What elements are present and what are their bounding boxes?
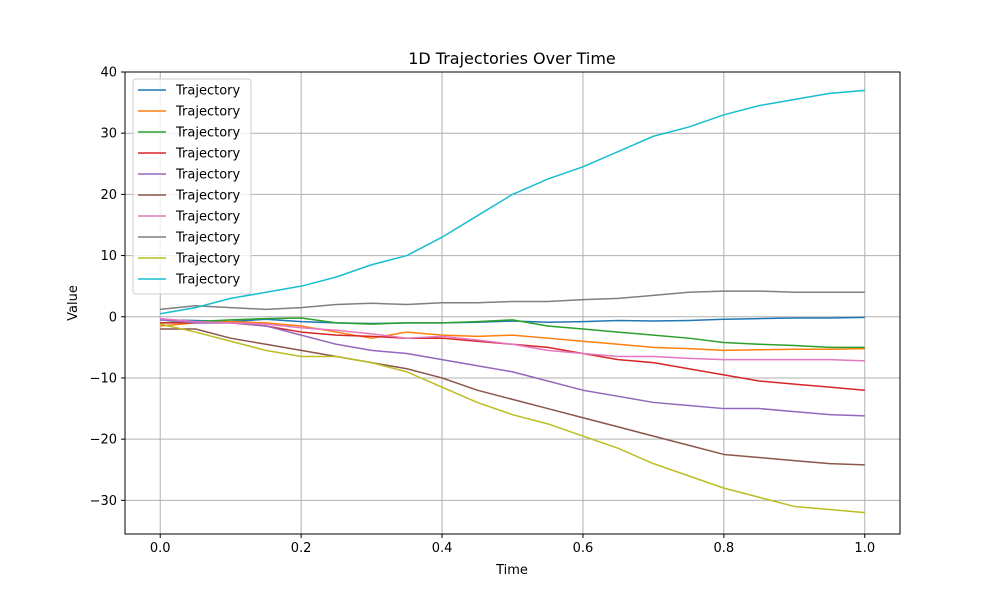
series-line-7 bbox=[160, 317, 865, 362]
legend-label: Trajectory bbox=[175, 210, 240, 225]
legend-label: Trajectory bbox=[175, 126, 240, 141]
y-tick-label: 10 bbox=[100, 249, 117, 264]
legend-label: Trajectory bbox=[175, 168, 240, 183]
y-axis: −30 −20 −10 0 10 20 30 40 bbox=[90, 66, 125, 509]
x-tick-label: 1.0 bbox=[854, 541, 875, 556]
x-axis: 0.0 0.2 0.4 0.6 0.8 1.0 bbox=[150, 534, 875, 556]
legend-label: Trajectory bbox=[175, 189, 240, 204]
plot-area bbox=[125, 72, 900, 534]
y-tick-label: 40 bbox=[100, 66, 117, 81]
legend-label: Trajectory bbox=[175, 84, 240, 99]
x-tick-label: 0.8 bbox=[714, 541, 735, 556]
legend: Trajectory Trajectory Trajectory Trajectory… bbox=[132, 78, 252, 295]
chart-title: 1D Trajectories Over Time bbox=[408, 49, 616, 68]
y-tick-label: −10 bbox=[90, 371, 117, 386]
series-line-10 bbox=[160, 89, 865, 315]
y-tick-label: 0 bbox=[109, 310, 117, 325]
x-axis-label: Time bbox=[495, 563, 528, 578]
x-tick-label: 0.6 bbox=[573, 541, 594, 556]
y-axis-label: Value bbox=[66, 285, 81, 321]
x-tick-label: 0.0 bbox=[150, 541, 171, 556]
series-line-9 bbox=[160, 323, 865, 514]
legend-label: Trajectory bbox=[175, 105, 240, 120]
legend-label: Trajectory bbox=[175, 252, 240, 267]
series-line-1 bbox=[160, 316, 865, 325]
series-line-5 bbox=[160, 319, 865, 417]
plot-frame bbox=[124, 71, 901, 535]
legend-label: Trajectory bbox=[175, 273, 240, 288]
series-layer bbox=[160, 89, 865, 514]
x-tick-label: 0.4 bbox=[432, 541, 453, 556]
x-tick-label: 0.2 bbox=[291, 541, 312, 556]
y-tick-label: 30 bbox=[100, 127, 117, 142]
y-tick-label: −30 bbox=[90, 494, 117, 509]
legend-label: Trajectory bbox=[175, 231, 240, 246]
series-line-8 bbox=[160, 290, 865, 311]
y-tick-label: −20 bbox=[90, 433, 117, 448]
legend-label: Trajectory bbox=[175, 147, 240, 162]
series-line-3 bbox=[160, 317, 865, 349]
y-tick-label: 20 bbox=[100, 188, 117, 203]
series-line-2 bbox=[160, 320, 865, 352]
series-line-6 bbox=[160, 328, 865, 466]
